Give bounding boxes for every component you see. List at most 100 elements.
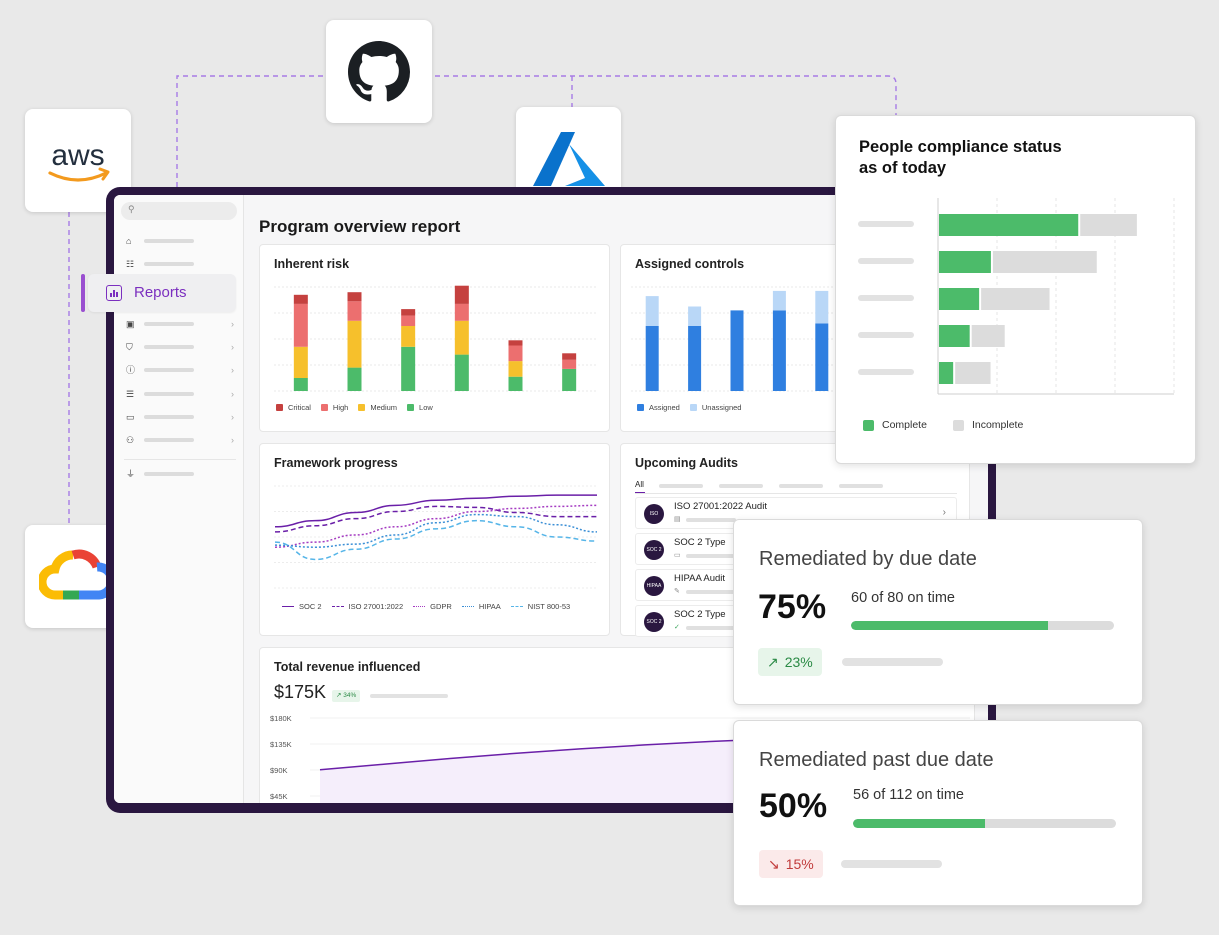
sidebar-item-clipboard[interactable]: ▣ › <box>126 318 236 330</box>
bar-critical <box>562 353 577 360</box>
sidebar-item-reports[interactable] <box>88 274 236 312</box>
panel-title: Remediated past due date <box>759 749 994 771</box>
people-compliance-title: People compliance status as of today <box>859 138 1062 177</box>
panel-title: Remediated by due date <box>759 548 977 570</box>
folder-icon: ▭ <box>674 552 681 559</box>
remediated-progress-bar <box>853 819 1116 828</box>
sidebar-item-reports-label[interactable]: Reports <box>134 284 187 301</box>
chevron-right-icon: › <box>231 319 234 329</box>
change-up-badge: ↗ 23% <box>758 648 822 676</box>
audit-name: SOC 2 Type <box>674 537 726 548</box>
bar-low <box>508 376 523 391</box>
bar-high <box>562 359 577 369</box>
legend-item: HIPAA <box>461 602 501 611</box>
edit-icon: ✎ <box>674 588 680 595</box>
legend-item: SOC 2 <box>282 602 322 611</box>
legend-item: ISO 27001:2022 <box>331 602 403 611</box>
y-tick-label: $135K <box>270 740 292 749</box>
bar-unassigned <box>815 290 829 324</box>
bar-high <box>508 345 523 362</box>
database-icon: ☰ <box>126 389 135 399</box>
category-label-placeholder <box>858 221 914 227</box>
sidebar-item-home[interactable]: ⌂ <box>126 235 236 247</box>
sidebar-search[interactable]: ⚲ <box>121 202 237 220</box>
category-label-placeholder <box>858 332 914 338</box>
sidebar-item-monitor[interactable]: ▭ › <box>126 411 236 423</box>
line-gdpr <box>274 504 598 548</box>
bar-complete <box>939 325 970 347</box>
chevron-right-icon: › <box>231 435 234 445</box>
audit-badge: SOC 2 <box>644 540 664 560</box>
assigned-controls-legend: Assigned Unassigned <box>637 403 741 412</box>
chevron-right-icon: › <box>231 412 234 422</box>
people-compliance-panel: People compliance status as of today Com… <box>835 115 1196 464</box>
category-label-placeholder <box>858 295 914 301</box>
sidebar-item-tasks[interactable]: ☷ <box>126 258 236 270</box>
tab-all[interactable]: All <box>635 480 644 489</box>
chevron-right-icon: › <box>942 507 946 518</box>
bar-complete <box>939 251 991 273</box>
home-icon: ⌂ <box>126 236 132 246</box>
remediated-by-due-date-panel: Remediated by due date 75% 60 of 80 on t… <box>733 519 1143 705</box>
remediated-past-due-date-panel: Remediated past due date 50% 56 of 112 o… <box>733 720 1143 906</box>
bar-low <box>293 378 308 391</box>
framework-progress-chart <box>274 485 598 589</box>
bar-medium <box>508 361 523 377</box>
shield-icon: ⛉ <box>126 342 133 352</box>
search-icon: ⚲ <box>128 204 135 214</box>
remediated-progress-bar <box>851 621 1114 630</box>
legend-item: GDPR <box>413 602 452 611</box>
tab-placeholder[interactable] <box>779 484 823 488</box>
inherent-risk-legend: Critical High Medium Low <box>276 403 433 412</box>
trend-down-icon: ↘ <box>768 855 780 872</box>
reports-active-indicator <box>81 274 85 312</box>
tab-placeholder[interactable] <box>659 484 703 488</box>
assigned-controls-chart <box>631 286 843 392</box>
bar-high <box>401 315 416 326</box>
sidebar-item-integrations[interactable]: ⏚ <box>126 468 236 480</box>
line-nist-800-53 <box>274 519 598 561</box>
y-tick-label: $90K <box>270 766 288 775</box>
framework-progress-legend: SOC 2 ISO 27001:2022 GDPR HIPAA NIST 800… <box>282 602 570 611</box>
ontime-count: 60 of 80 on time <box>851 590 955 606</box>
bar-medium <box>401 326 416 347</box>
people-compliance-chart <box>858 198 1175 395</box>
bar-low <box>562 368 577 391</box>
sidebar-item-shield[interactable]: ⛉ › <box>126 341 236 353</box>
sidebar-divider <box>124 459 236 460</box>
line-hipaa <box>274 513 598 548</box>
sidebar-item-info[interactable]: ⓘ › <box>126 364 236 376</box>
revenue-change-badge: ↗ 34% <box>332 690 361 702</box>
sidebar-item-database[interactable]: ☰ › <box>126 388 236 400</box>
github-tile[interactable] <box>326 20 432 123</box>
bar-low <box>454 354 469 391</box>
page-title: Program overview report <box>259 217 461 236</box>
framework-progress-card: Framework progress SOC 2 ISO 27001:2022 … <box>259 443 610 636</box>
checklist-icon: ☷ <box>126 259 135 269</box>
tab-placeholder[interactable] <box>839 484 883 488</box>
remediated-percent: 75% <box>758 588 827 626</box>
bar-high <box>293 303 308 347</box>
audit-badge: ISO <box>644 504 664 524</box>
line-soc-2 <box>274 494 597 528</box>
bar-low <box>401 346 416 391</box>
active-tab-indicator <box>635 492 645 494</box>
github-logo-icon <box>348 40 410 101</box>
card-title: Framework progress <box>274 456 398 470</box>
bar-critical <box>293 294 308 304</box>
sidebar-item-people[interactable]: ⚇ › <box>126 434 236 446</box>
bar-assigned <box>772 310 786 391</box>
bar-incomplete <box>981 288 1050 310</box>
y-tick-label: $45K <box>270 792 288 801</box>
audit-badge: HIPAA <box>644 576 664 596</box>
tab-placeholder[interactable] <box>719 484 763 488</box>
bar-unassigned <box>772 290 786 311</box>
chevron-right-icon: › <box>231 342 234 352</box>
category-label-placeholder <box>858 369 914 375</box>
bar-complete <box>939 288 980 310</box>
aws-tile[interactable]: aws <box>25 109 131 212</box>
trend-up-icon: ↗ <box>767 653 779 670</box>
calendar-icon: ▤ <box>674 516 681 523</box>
ontime-count: 56 of 112 on time <box>853 787 964 803</box>
